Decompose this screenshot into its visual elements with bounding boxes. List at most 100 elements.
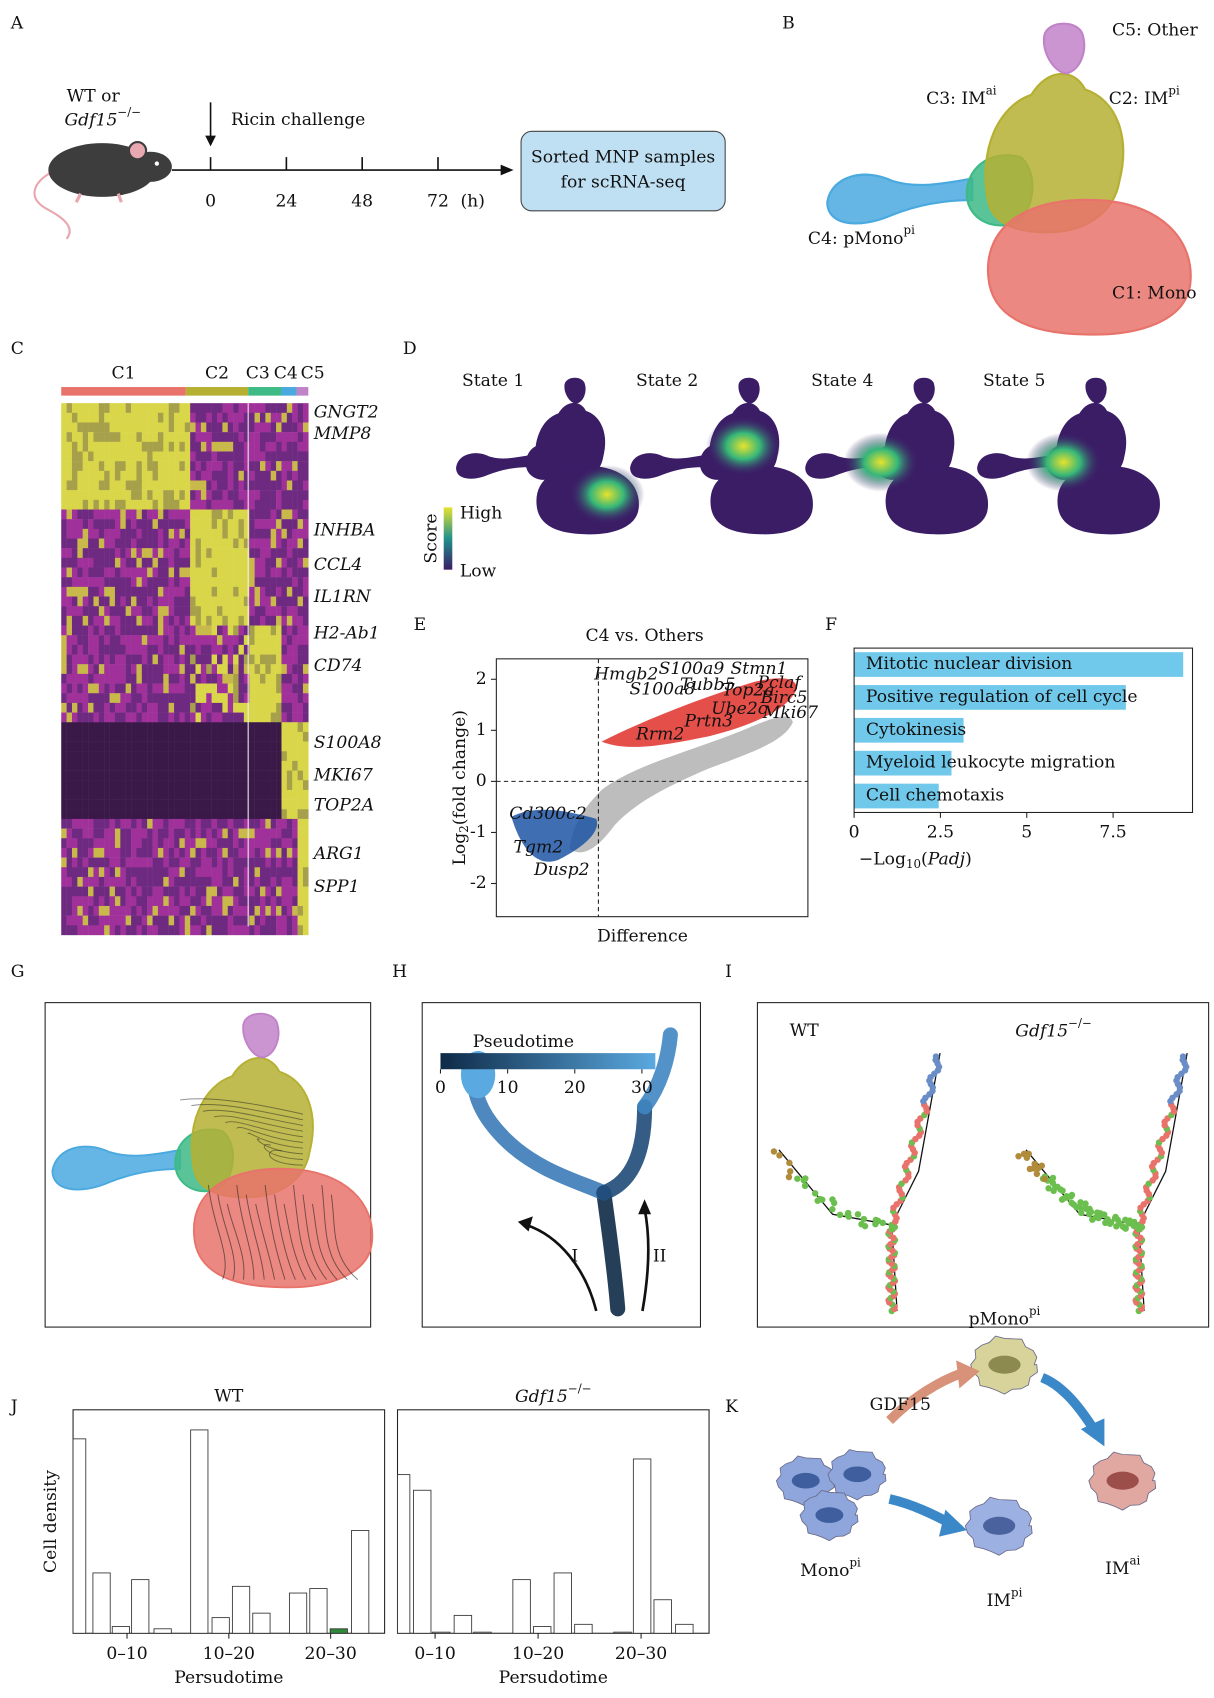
heatmap-cell xyxy=(185,819,191,829)
heatmap-cell xyxy=(222,751,228,761)
heatmap-cell xyxy=(217,887,223,897)
heatmap-cell xyxy=(212,413,218,423)
heatmap-cell xyxy=(276,809,282,819)
heatmap-cell xyxy=(83,500,89,510)
heatmap-cell xyxy=(201,829,207,839)
heatmap-cell xyxy=(120,722,126,732)
heatmap-cell xyxy=(153,916,159,926)
heatmap-cell xyxy=(292,674,298,684)
heatmap-cell xyxy=(196,916,202,926)
heatmap-cell xyxy=(147,761,153,771)
heatmap-cell xyxy=(158,925,164,935)
heatmap-cell xyxy=(169,916,175,926)
heatmap-cell xyxy=(239,403,245,413)
heatmap-cell xyxy=(179,751,185,761)
heatmap-cell xyxy=(249,732,255,742)
heatmap-cell xyxy=(61,896,67,906)
heatmap-cell xyxy=(110,548,116,558)
cluster-region xyxy=(631,454,704,478)
heatmap-cell xyxy=(131,732,137,742)
heatmap-cell xyxy=(131,684,137,694)
heatmap-cell xyxy=(271,471,277,481)
heatmap-cell xyxy=(126,616,132,626)
colorbar-tick-label: 20 xyxy=(564,1078,586,1098)
heatmap-cell xyxy=(298,848,304,858)
heatmap-cell xyxy=(83,664,89,674)
heatmap-cell xyxy=(228,529,234,539)
heatmap-cell xyxy=(158,442,164,452)
heatmap-cell xyxy=(147,558,153,568)
heatmap-cell xyxy=(83,780,89,790)
heatmap-cell xyxy=(212,867,218,877)
heatmap-cell xyxy=(271,809,277,819)
heatmap-cell xyxy=(142,809,148,819)
heatmap-cell xyxy=(153,597,159,607)
heatmap-cell xyxy=(185,645,191,655)
heatmap-cell xyxy=(217,539,223,549)
heatmap-cell xyxy=(212,587,218,597)
heatmap-cell xyxy=(206,568,212,578)
heatmap-cell xyxy=(179,684,185,694)
heatmap-cell xyxy=(126,761,132,771)
heatmap-cell xyxy=(174,896,180,906)
heatmap-cell xyxy=(228,732,234,742)
heatmap-cell xyxy=(147,548,153,558)
heatmap-cell xyxy=(281,577,287,587)
cell-dot xyxy=(1068,1200,1074,1206)
heatmap-cell xyxy=(249,916,255,926)
heatmap-cell xyxy=(99,481,105,491)
heatmap-cell xyxy=(201,780,207,790)
heatmap-cell xyxy=(104,510,110,520)
heatmap-cell xyxy=(255,751,261,761)
heatmap-cell xyxy=(77,906,83,916)
heatmap-cell xyxy=(142,703,148,713)
heatmap-cell xyxy=(212,635,218,645)
heatmap-cell xyxy=(222,539,228,549)
heatmap-cell xyxy=(239,848,245,858)
heatmap-cell xyxy=(217,616,223,626)
heatmap-cell xyxy=(303,867,309,877)
heatmap-cell xyxy=(153,809,159,819)
heatmap-cell xyxy=(93,751,99,761)
gene-label: INHBA xyxy=(313,520,376,540)
heatmap-cell xyxy=(206,490,212,500)
heatmap-cell xyxy=(292,558,298,568)
heatmap-cell xyxy=(179,858,185,868)
heatmap-cell xyxy=(77,819,83,829)
cell-dot xyxy=(1063,1193,1069,1199)
heatmap-cell xyxy=(222,800,228,810)
heatmap-cell xyxy=(217,558,223,568)
branch-arrow xyxy=(526,1225,596,1311)
heatmap-cell xyxy=(298,587,304,597)
cluster-label-part: C4: pMono xyxy=(808,228,904,248)
heatmap-cell xyxy=(281,510,287,520)
heatmap-cell xyxy=(131,635,137,645)
heatmap-cell xyxy=(292,403,298,413)
heatmap-cell xyxy=(93,655,99,665)
heatmap-cell xyxy=(303,916,309,926)
heatmap-cell xyxy=(292,848,298,858)
heatmap-cell xyxy=(206,829,212,839)
heatmap-cell xyxy=(185,761,191,771)
heatmap-cell xyxy=(292,925,298,935)
heatmap-cell xyxy=(169,684,175,694)
chart-title: C4 vs. Others xyxy=(586,626,704,646)
heatmap-cell xyxy=(142,684,148,694)
heatmap-cell xyxy=(196,819,202,829)
heatmap-cell xyxy=(131,761,137,771)
heatmap-cell xyxy=(72,539,78,549)
heatmap-cell xyxy=(61,558,67,568)
heatmap-cell xyxy=(190,703,196,713)
chart-title: Gdf15−/− xyxy=(515,1381,592,1406)
cluster-region xyxy=(1044,24,1084,74)
heatmap-cell xyxy=(93,674,99,684)
heatmap-cell xyxy=(110,577,116,587)
heatmap-cell xyxy=(147,877,153,887)
heatmap-cell xyxy=(147,481,153,491)
heatmap-cell xyxy=(83,916,89,926)
heatmap-cell xyxy=(174,626,180,636)
heatmap-cell xyxy=(287,848,293,858)
heatmap-cell xyxy=(88,606,94,616)
bar xyxy=(212,1618,229,1634)
heatmap-cell xyxy=(77,548,83,558)
